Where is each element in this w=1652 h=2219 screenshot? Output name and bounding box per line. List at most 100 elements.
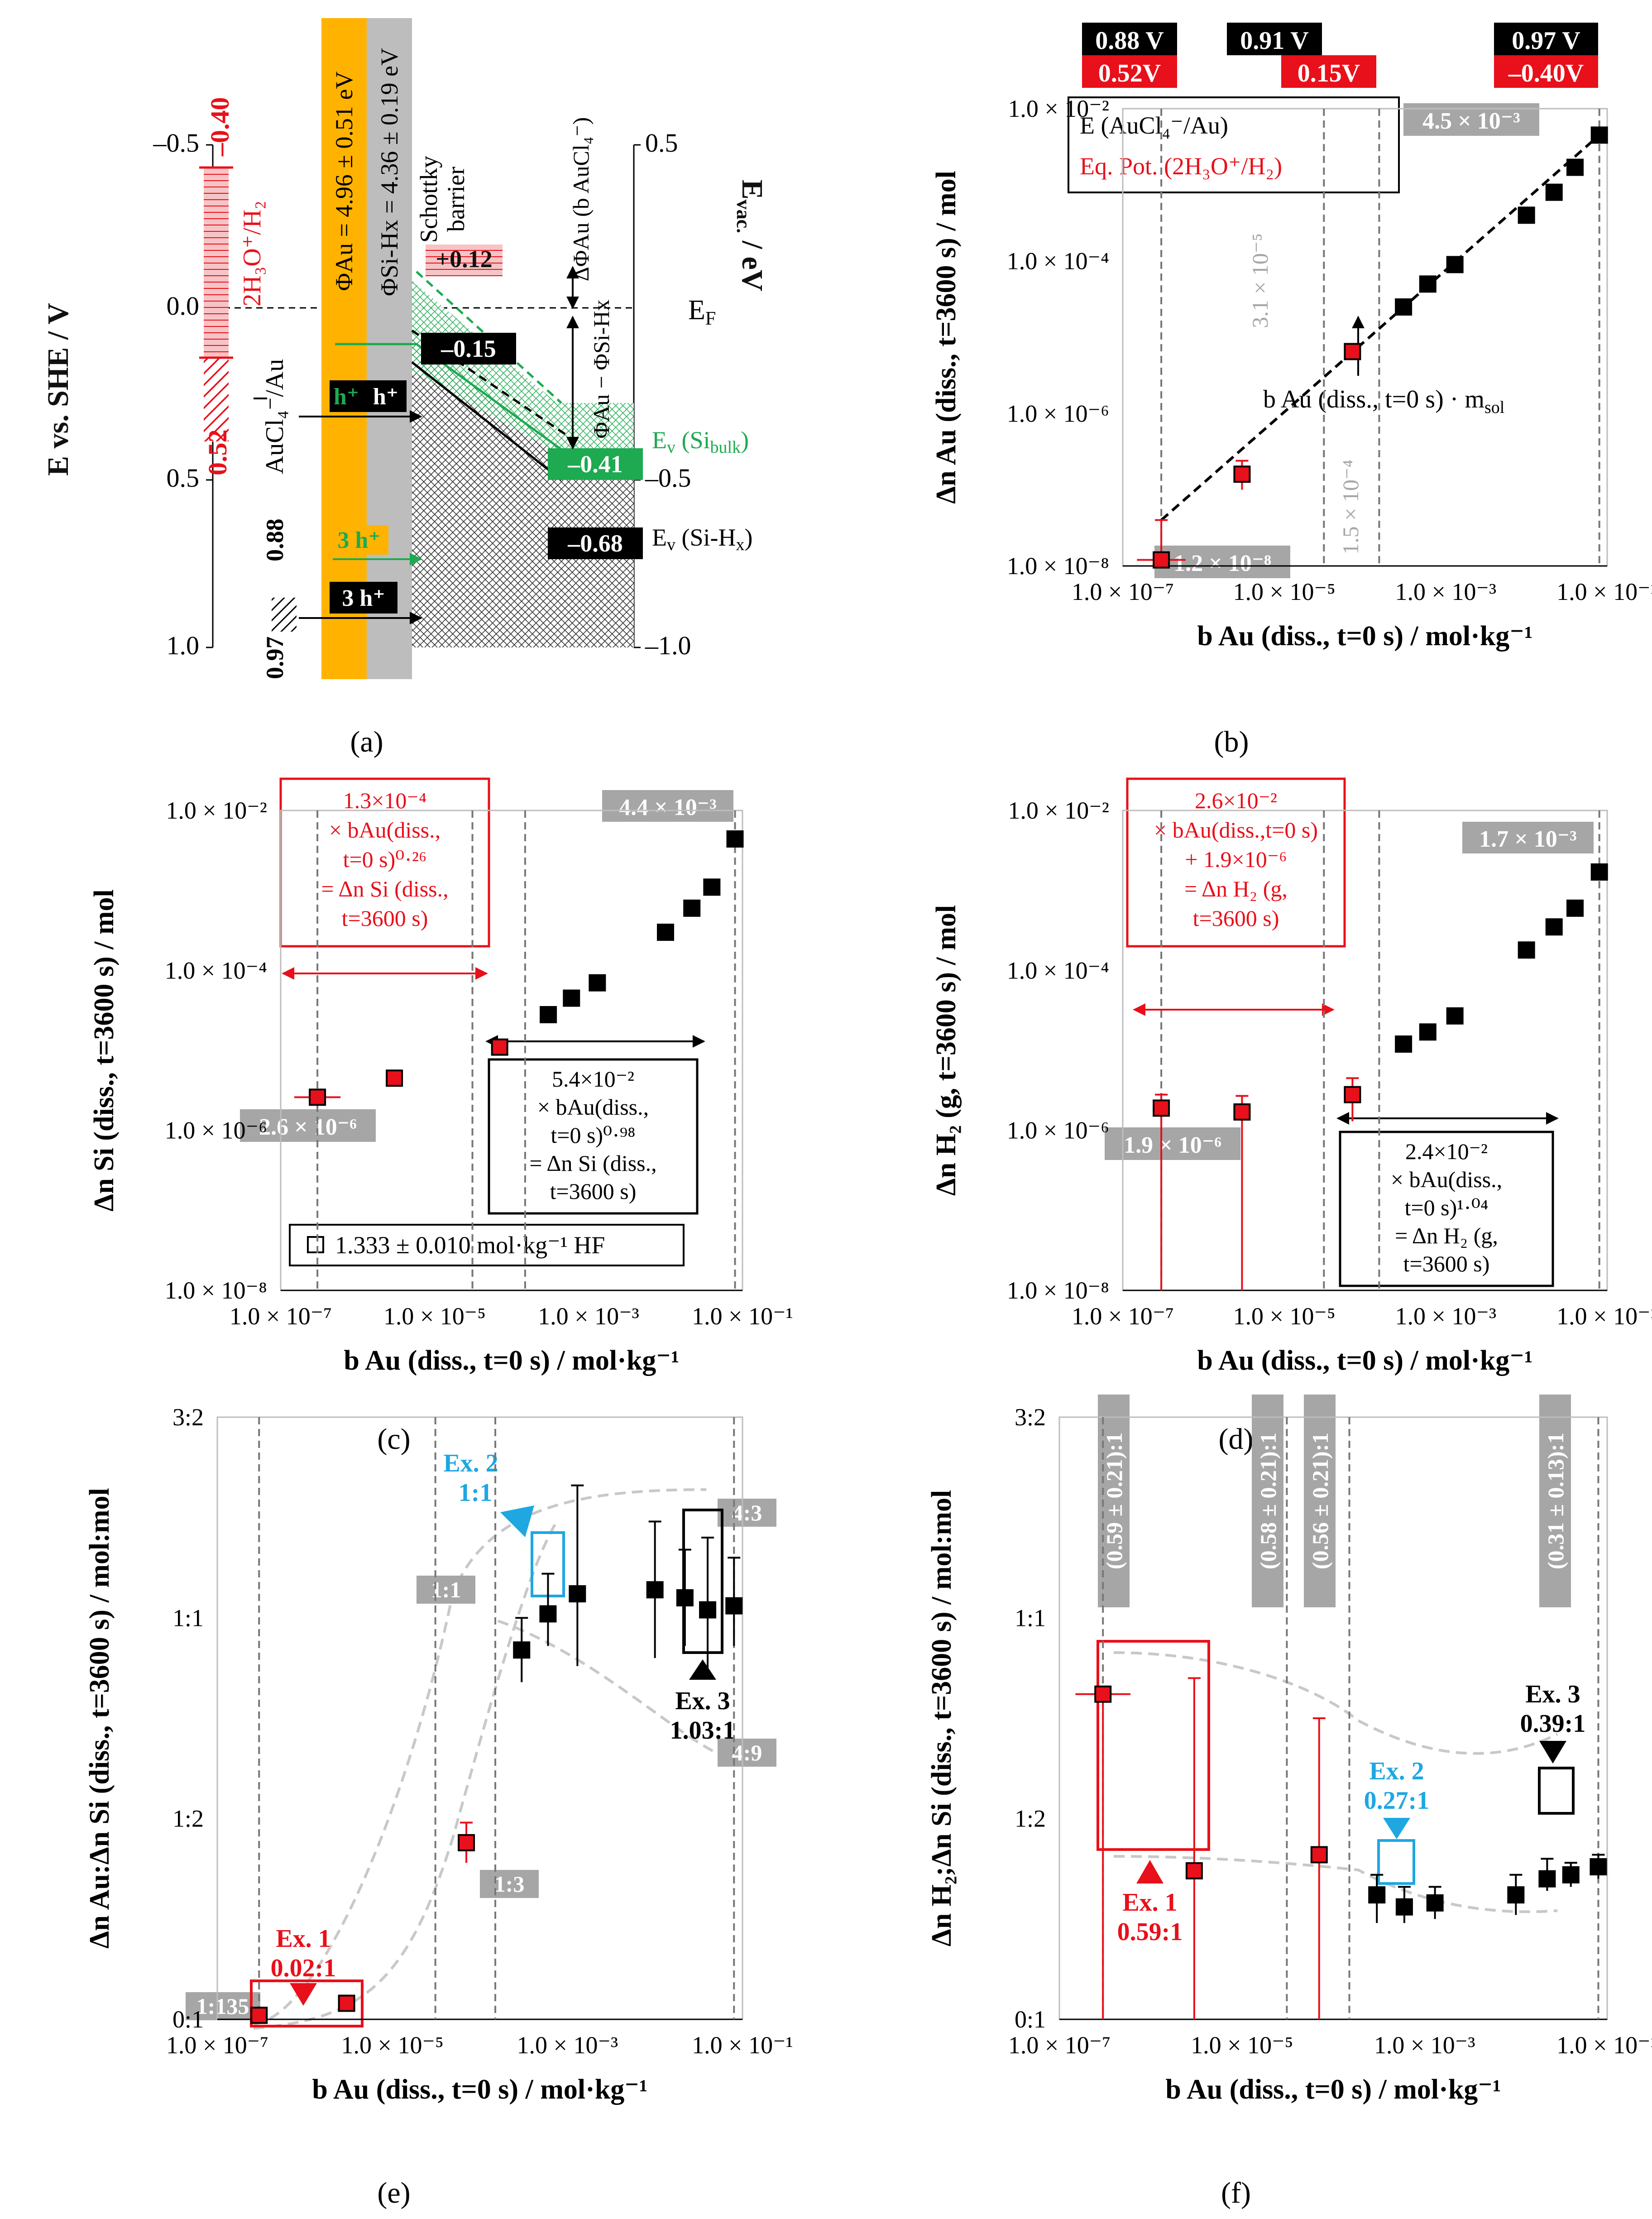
- e-ex1-box: [250, 1979, 364, 2027]
- data-point: [491, 1038, 508, 1056]
- c-black-box-1: 5.4×10⁻²: [552, 1066, 634, 1092]
- y-tick-label: 1.0 × 10⁻⁸: [1007, 552, 1109, 580]
- panel-c-annotations: 1.3×10⁻⁴ × bAu(diss., t=0 s)⁰·²⁶ = Δn Si…: [240, 777, 733, 1456]
- caption-f: (f): [1221, 2176, 1251, 2209]
- schottky-label-2: barrier: [442, 167, 469, 232]
- caption-a: (a): [350, 725, 383, 758]
- b-top-red-2: 0.15V: [1298, 59, 1360, 87]
- data-point: [1518, 941, 1535, 959]
- x-tick-label: 1.0 × 10⁻⁷: [1072, 578, 1174, 605]
- e-ex2-2: 1:1: [459, 1479, 493, 1507]
- caption-d: (d): [1219, 1423, 1254, 1456]
- data-point: [513, 1641, 531, 1659]
- data-point: [1233, 465, 1251, 483]
- data-point: [539, 1605, 557, 1623]
- x-tick-label: 1.0 × 10⁻⁵: [1233, 1303, 1336, 1330]
- data-point: [338, 1994, 355, 2012]
- b-top-red-1: 0.52V: [1098, 59, 1161, 87]
- e-ex3-2: 1.03:1: [670, 1716, 736, 1745]
- value-m015: –0.15: [441, 335, 496, 362]
- x-tick-label: 1.0 × 10⁻³: [517, 2032, 618, 2059]
- c-red-box: [279, 777, 490, 948]
- data-point: [1590, 1858, 1607, 1876]
- y-tick-label: 1.0 × 10⁻⁴: [1007, 957, 1109, 984]
- value-m068: –0.68: [567, 530, 623, 557]
- data-point: [1185, 1862, 1203, 1879]
- c-black-box-3: t=0 s)⁰·⁹⁸: [551, 1122, 635, 1148]
- y-tick-label: 0:1: [172, 2006, 204, 2033]
- data-point: [1153, 1099, 1170, 1117]
- fermi-level-label: EF: [688, 295, 716, 329]
- b-ann-v2: 1.5 × 10⁻⁴: [1338, 460, 1363, 555]
- data-point: [1446, 1007, 1464, 1025]
- d-black-box-2: × bAu(diss.,: [1391, 1167, 1502, 1192]
- data-point: [1507, 1886, 1525, 1904]
- hole-label-2: h⁺: [373, 384, 398, 410]
- x-tick-label: 1.0 × 10⁻¹: [692, 1303, 793, 1330]
- caption-c: (c): [377, 1423, 410, 1456]
- f-vlabel-1: (0.59 ± 0.21):1: [1101, 1433, 1127, 1569]
- data-point: [699, 1601, 717, 1619]
- y-tick-label: 1.0 × 10⁻⁶: [1007, 400, 1109, 427]
- fit-line: [1160, 134, 1600, 521]
- au-redox-label: AuCl₄⁻/Au: [261, 359, 289, 474]
- b-ann-max: 4.5 × 10⁻³: [1422, 108, 1520, 134]
- data-point: [1545, 183, 1563, 201]
- box-m068: [548, 527, 643, 559]
- d-ann-max: 1.7 × 10⁻³: [1479, 826, 1577, 852]
- data-point: [589, 974, 606, 992]
- si-hx-bar: [367, 18, 412, 679]
- y-tick-label: 1.0 × 10⁻⁴: [1007, 248, 1109, 275]
- data-point: [1590, 863, 1608, 881]
- y-tick-label: 3:2: [1015, 1404, 1046, 1431]
- b-top-black-1: 0.88 V: [1095, 27, 1164, 55]
- d-red-box-2: × bAu(diss.,t=0 s): [1154, 817, 1318, 843]
- data-point: [540, 1006, 557, 1024]
- data-point: [703, 878, 721, 896]
- e-ex1-1: Ex. 1: [276, 1925, 330, 1953]
- b-legend-box: [1068, 96, 1400, 193]
- y-tick-label: 1.0 × 10⁻²: [166, 797, 267, 824]
- c-ann-min: 2.6 × 10⁻⁶: [259, 1114, 357, 1140]
- data-point: [657, 924, 674, 941]
- f-ex2-1: Ex. 2: [1369, 1757, 1424, 1785]
- e-ratio-1: 1:135: [196, 1994, 249, 2019]
- panel-e-annotations: 1:135 1:1 1:3 4:3 4:9 Ex. 1 0.02:1 Ex. 2…: [186, 1449, 776, 2209]
- e-ex2-1: Ex. 2: [443, 1449, 498, 1477]
- data-point: [1562, 1866, 1580, 1884]
- data-point: [646, 1581, 664, 1599]
- f-ex2-box: [1377, 1839, 1415, 1885]
- b-top-red-3: –0.40V: [1508, 59, 1584, 87]
- hole-label-3b: 3 h⁺: [342, 585, 385, 611]
- data-point: [386, 1069, 403, 1087]
- tick-left-4: 1.0: [167, 631, 200, 660]
- data-point: [1566, 158, 1584, 176]
- delta-phi-label: ΔΦAu (b AuCl₄⁻): [568, 117, 594, 282]
- chart-d: 1.0 × 10⁻⁷ 1.0 × 10⁻⁵ 1.0 × 10⁻³ 1.0 × 10⁻¹…: [931, 797, 1652, 1376]
- y-tick-label: 1:2: [172, 1805, 204, 1832]
- y-tick-label: 1:1: [172, 1604, 204, 1631]
- x-tick-label: 1.0 × 10⁻³: [1374, 2032, 1475, 2059]
- data-point: [309, 1088, 326, 1106]
- x-axis-label: b Au (diss., t=0 s) / mol·kg⁻¹: [344, 1345, 679, 1376]
- d-red-box-5: t=3600 s): [1193, 906, 1279, 931]
- d-black-box-3: t=0 s)¹·⁰⁴: [1405, 1195, 1489, 1220]
- y-tick-label: 1.0 × 10⁻⁸: [165, 1277, 267, 1304]
- y-tick-label: 3:2: [172, 1404, 204, 1431]
- tick-right-1: 0.5: [645, 128, 678, 158]
- c-ann-max: 4.4 × 10⁻³: [619, 795, 717, 820]
- x-tick-label: 1.0 × 10⁻⁷: [1072, 1303, 1174, 1330]
- b-top-black-2: 0.91 V: [1240, 27, 1308, 55]
- c-red-box-3: t=0 s)⁰·²⁶: [343, 847, 427, 872]
- chart-b: 1.0 × 10⁻⁷ 1.0 × 10⁻⁵ 1.0 × 10⁻³ 1.0 × 10⁻¹…: [931, 95, 1652, 652]
- data-point: [725, 1597, 743, 1615]
- data-point: [1233, 1103, 1251, 1121]
- panel-a-band-diagram: –0.5 0.0 0.5 1.0 E vs. SHE / V 0.5 –0.5 …: [42, 18, 769, 758]
- h2-redox-hatch-bottom: [204, 358, 229, 441]
- e-ratio-5: 4:9: [732, 1740, 762, 1765]
- ev-sihx-label: Ev (Si-Hx): [652, 524, 752, 554]
- y-tick-label: 1.0 × 10⁻⁶: [165, 1117, 267, 1144]
- phi-diff-label: ΦAu − ΦSi-Hx: [589, 300, 614, 439]
- x-tick-label: 1.0 × 10⁻⁷: [166, 2032, 268, 2059]
